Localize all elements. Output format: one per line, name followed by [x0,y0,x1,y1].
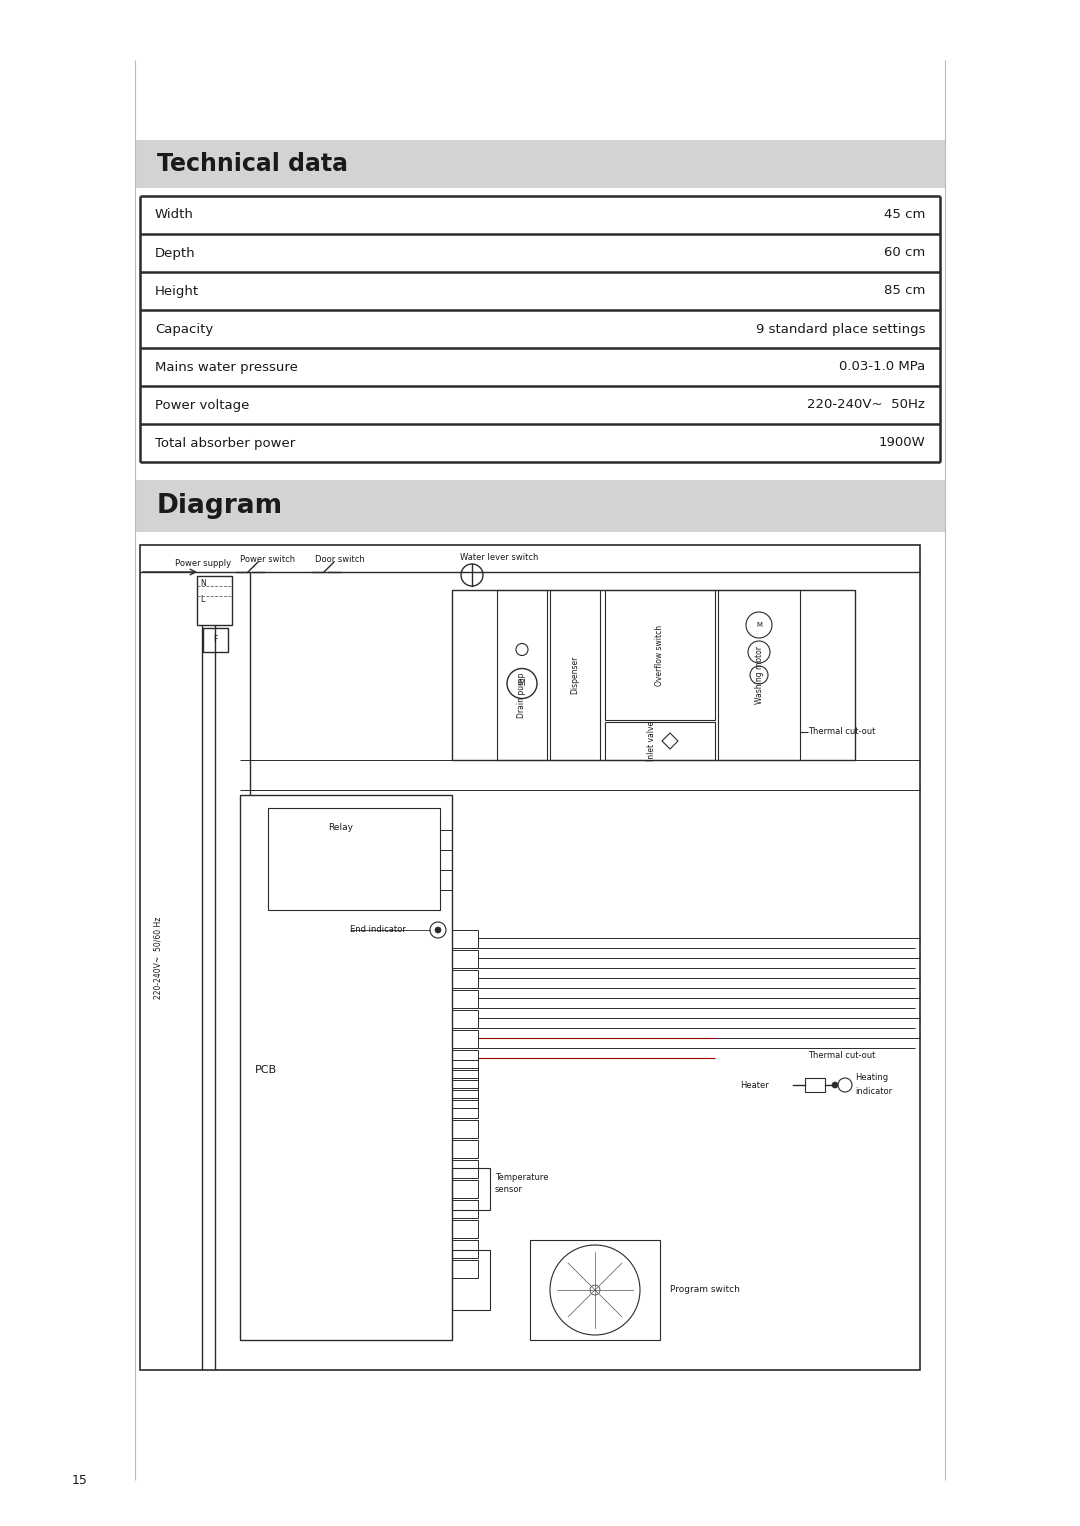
Text: Washing motor: Washing motor [755,645,764,703]
Bar [453,1120,478,1138]
Bar [453,951,478,967]
Bar [453,1160,478,1178]
Bar [453,1241,478,1257]
Text: Height: Height [156,284,199,298]
Bar [453,1070,478,1088]
Text: Width: Width [156,209,194,221]
Text: Technical data: Technical data [157,153,348,175]
Text: L: L [200,595,204,604]
Text: 45 cm: 45 cm [883,209,924,221]
Text: Overflow switch: Overflow switch [656,624,664,685]
Text: Mains water pressure: Mains water pressure [156,360,298,374]
Text: Inlet valve: Inlet valve [648,720,657,761]
Text: Heater: Heater [740,1080,769,1090]
Bar [453,990,478,1009]
Bar [135,140,945,188]
Bar [453,1030,478,1048]
Text: 60 cm: 60 cm [883,247,924,259]
Bar [605,591,715,720]
Bar [453,1010,478,1029]
Text: Total absorber power: Total absorber power [156,436,295,450]
Bar [497,591,546,760]
Bar [805,1077,825,1093]
Text: Heating: Heating [855,1073,888,1082]
Circle shape [435,926,441,932]
Text: Program switch: Program switch [670,1285,740,1294]
Text: Door switch: Door switch [315,555,365,565]
Text: Power switch: Power switch [240,555,295,565]
Text: Dispenser: Dispenser [570,656,580,694]
Bar [718,591,800,760]
Text: End indicator: End indicator [350,925,406,934]
Bar [453,1090,478,1108]
Text: 85 cm: 85 cm [883,284,924,298]
Bar [453,1167,490,1210]
Text: indicator: indicator [855,1087,892,1096]
Bar [240,795,453,1340]
Text: Relay: Relay [328,824,353,833]
Bar [453,929,478,948]
Text: 9 standard place settings: 9 standard place settings [756,322,924,336]
Text: 0.03-1.0 MPa: 0.03-1.0 MPa [839,360,924,374]
Bar [453,1219,478,1238]
Bar [550,591,600,760]
Bar [203,629,228,652]
Bar [453,1260,478,1277]
Text: F: F [214,635,218,644]
Text: 220-240V~  50Hz: 220-240V~ 50Hz [807,398,924,412]
Text: 15: 15 [72,1474,87,1486]
Bar [453,1180,478,1198]
Text: M: M [518,679,525,688]
Text: Depth: Depth [156,247,195,259]
Bar [453,591,855,760]
Bar [453,1050,478,1068]
Bar [453,1140,478,1158]
Bar [197,575,232,626]
Text: PCB: PCB [255,1065,278,1074]
Text: Capacity: Capacity [156,322,213,336]
Text: sensor: sensor [495,1186,523,1195]
Text: Temperature: Temperature [495,1173,549,1183]
Bar [268,807,440,909]
Bar [530,1241,660,1340]
Bar [453,1080,478,1099]
Text: Thermal cut-out: Thermal cut-out [808,1050,876,1059]
Bar [140,545,920,1370]
Bar [453,1061,478,1077]
Bar [135,481,945,533]
Text: Thermal cut-out: Thermal cut-out [808,728,876,737]
Bar [453,1199,478,1218]
Text: Diagram: Diagram [157,493,283,519]
Text: M: M [756,623,762,629]
Text: Power voltage: Power voltage [156,398,249,412]
Text: 1900W: 1900W [878,436,924,450]
Bar [453,1250,490,1309]
Bar [453,971,478,987]
Text: Power supply: Power supply [175,559,231,568]
Text: Water lever switch: Water lever switch [460,554,538,563]
Bar [453,1100,478,1119]
Circle shape [832,1082,838,1088]
Bar [605,722,715,760]
Text: N: N [200,578,206,588]
Text: Drain pump: Drain pump [517,673,527,717]
Text: 220-240V~  50/60 Hz: 220-240V~ 50/60 Hz [153,916,162,998]
